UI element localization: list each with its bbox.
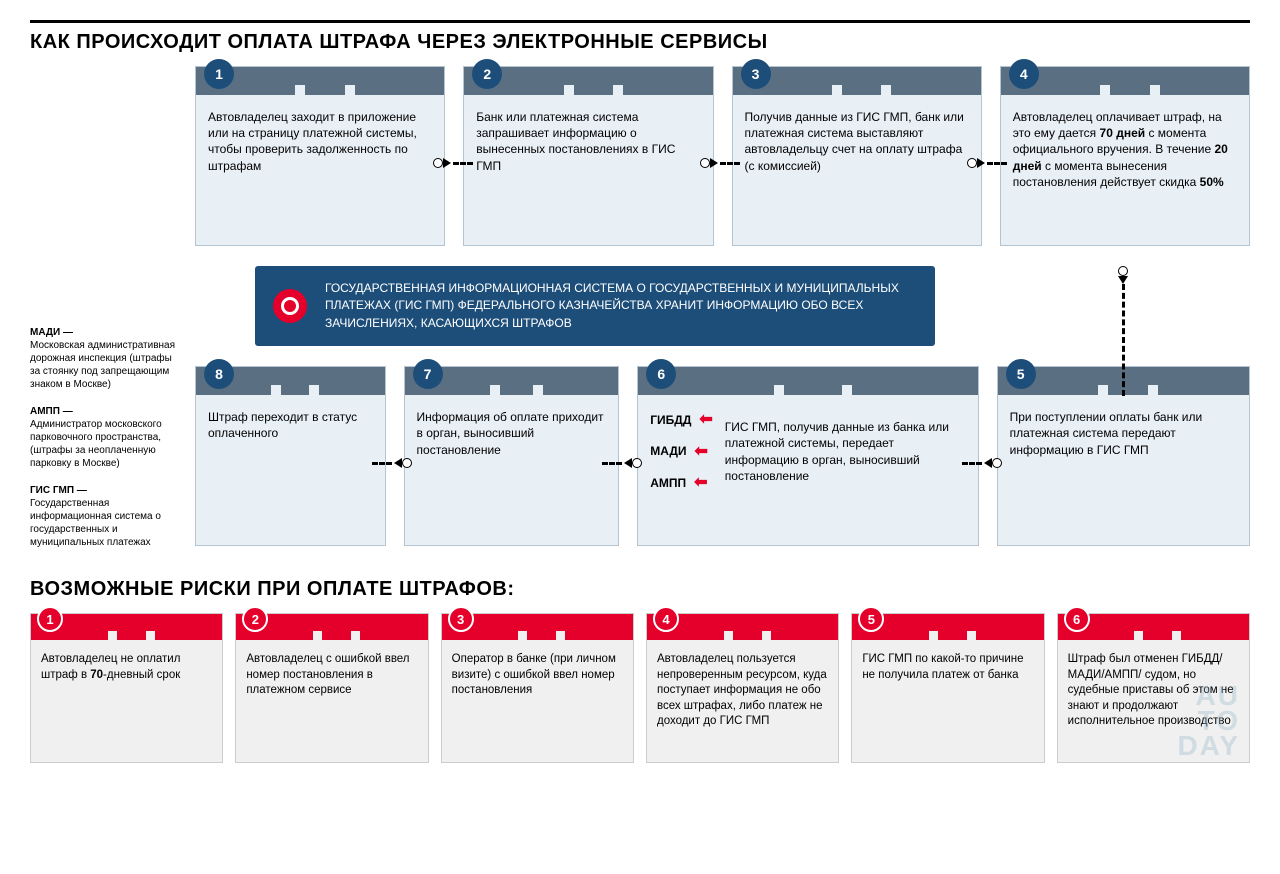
red-arrow-icon: ⬅ xyxy=(699,409,712,431)
step-card-8: 8 Штраф переходит в статус оплаченного xyxy=(195,366,386,546)
process-row-1: 1 Автовладелец заходит в приложение или … xyxy=(195,66,1250,246)
step-card-6: 6 ГИБДД⬅ МАДИ⬅ АМПП⬅ ГИС ГМП, получив да… xyxy=(637,366,978,546)
step-card-2: 2 Банк или платежная система запрашивает… xyxy=(463,66,713,246)
process-row-2: 8 Штраф переходит в статус оплаченного 7… xyxy=(195,366,1250,546)
step-card-7: 7 Информация об оплате приходит в орган,… xyxy=(404,366,620,546)
risk-card-1: 1 Автовладелец не оплатил штраф в 70-дне… xyxy=(30,613,223,763)
arrow-4-5 xyxy=(1116,266,1130,396)
legend-column: МАДИ —Московская административная дорожн… xyxy=(30,66,180,566)
risk-card-4: 4 Автовладелец пользуется непроверенным … xyxy=(646,613,839,763)
arrow-6-5 xyxy=(962,456,1002,470)
arrow-2-3 xyxy=(700,156,740,170)
arrow-8-7 xyxy=(372,456,412,470)
legend-madi: МАДИ —Московская административная дорожн… xyxy=(30,326,180,391)
section-title-1: КАК ПРОИСХОДИТ ОПЛАТА ШТРАФА ЧЕРЕЗ ЭЛЕКТ… xyxy=(30,31,1250,54)
risks-row: 1 Автовладелец не оплатил штраф в 70-дне… xyxy=(30,613,1250,763)
arrow-1-2 xyxy=(433,156,473,170)
section-title-2: ВОЗМОЖНЫЕ РИСКИ ПРИ ОПЛАТЕ ШТРАФОВ: xyxy=(30,578,1250,601)
risk-card-2: 2 Автовладелец с ошибкой ввел номер пост… xyxy=(235,613,428,763)
step-card-3: 3 Получив данные из ГИС ГМП, банк или пл… xyxy=(732,66,982,246)
step-card-4: 4 Автовладелец оплачивает штраф, на это … xyxy=(1000,66,1250,246)
arrow-3-4 xyxy=(967,156,1007,170)
info-box: ГОСУДАРСТВЕННАЯ ИНФОРМАЦИОННАЯ СИСТЕМА О… xyxy=(255,266,935,346)
red-arrow-icon: ⬅ xyxy=(694,472,707,494)
watermark: AUTODAY xyxy=(1177,683,1240,759)
arrow-7-6 xyxy=(602,456,642,470)
legend-ampp: АМПП —Администратор московского парковоч… xyxy=(30,405,180,470)
risk-card-5: 5 ГИС ГМП по какой-то причине не получил… xyxy=(851,613,1044,763)
red-arrow-icon: ⬅ xyxy=(695,441,708,463)
step-card-1: 1 Автовладелец заходит в приложение или … xyxy=(195,66,445,246)
agency-list: ГИБДД⬅ МАДИ⬅ АМПП⬅ xyxy=(650,409,713,494)
info-icon xyxy=(273,289,307,323)
risk-card-3: 3 Оператор в банке (при личном визите) с… xyxy=(441,613,634,763)
legend-gisgmp: ГИС ГМП —Государственная информационная … xyxy=(30,484,180,549)
